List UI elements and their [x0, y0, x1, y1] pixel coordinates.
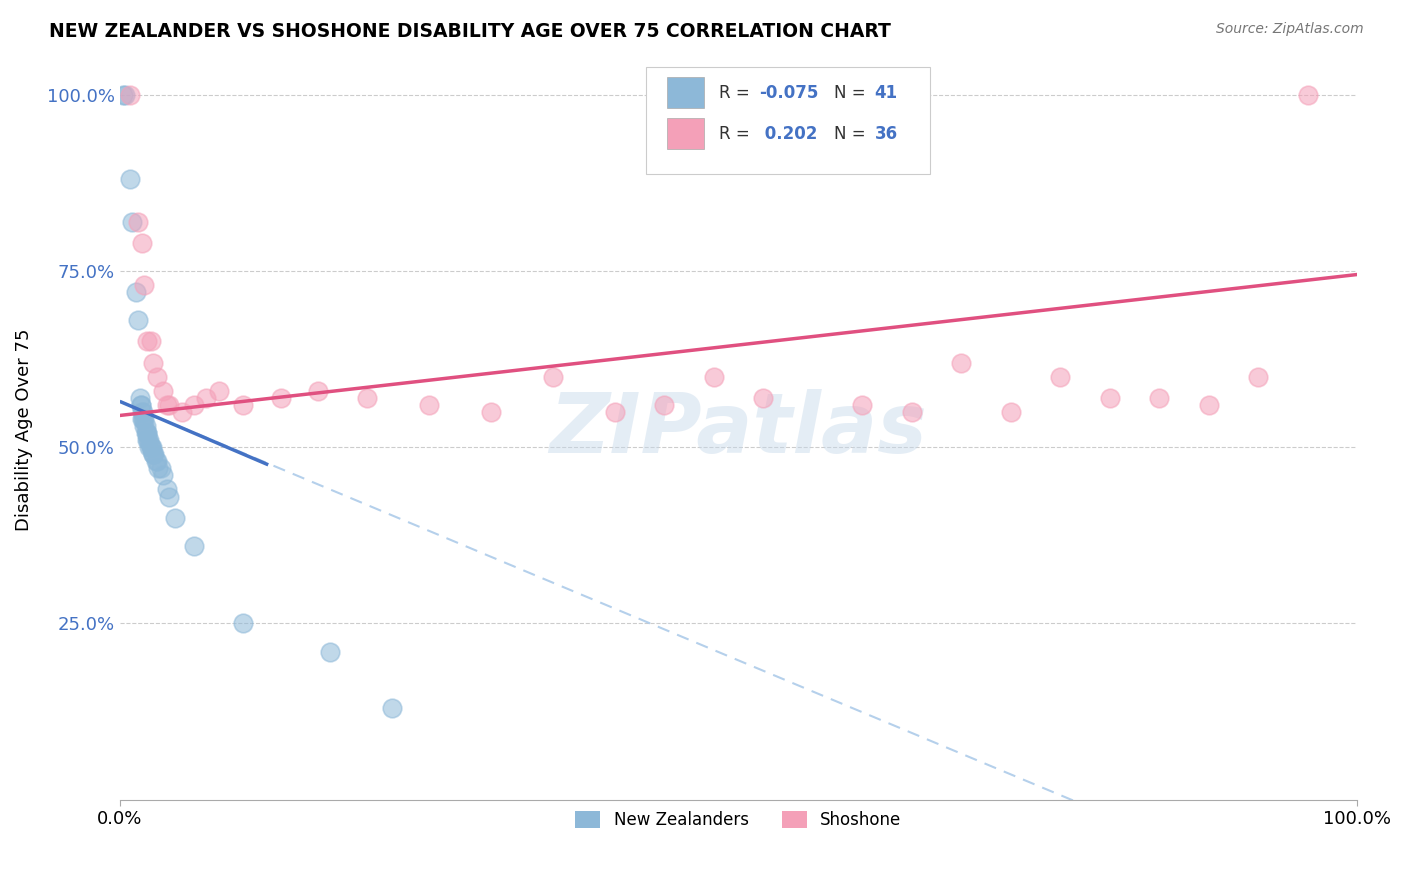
Text: 36: 36: [875, 125, 897, 143]
Point: [139, 334, 162, 349]
Text: N =: N =: [834, 84, 870, 102]
Point: [145, 454, 167, 468]
Point: [170, 405, 193, 419]
Point: [131, 235, 153, 250]
Point: [356, 391, 378, 405]
Point: [136, 426, 159, 441]
Point: [129, 398, 152, 412]
Point: [139, 440, 162, 454]
Point: [142, 447, 165, 461]
Point: [139, 440, 162, 454]
Point: [603, 405, 626, 419]
Text: R =: R =: [718, 84, 755, 102]
Point: [270, 391, 292, 405]
Point: [141, 440, 163, 454]
Point: [138, 440, 160, 454]
Bar: [666, 78, 704, 109]
Point: [118, 87, 141, 102]
Point: [1098, 391, 1121, 405]
Point: [1247, 369, 1270, 384]
Point: [479, 405, 502, 419]
Point: [136, 433, 159, 447]
Point: [703, 369, 725, 384]
Point: [1198, 398, 1220, 412]
Point: [195, 391, 218, 405]
Point: [1049, 369, 1071, 384]
Point: [183, 398, 205, 412]
Point: [135, 426, 157, 441]
Point: [135, 419, 157, 434]
Point: [131, 405, 153, 419]
Point: [183, 539, 205, 553]
Text: Source: ZipAtlas.com: Source: ZipAtlas.com: [1216, 22, 1364, 37]
Point: [752, 391, 775, 405]
Point: [232, 616, 254, 631]
Text: NEW ZEALANDER VS SHOSHONE DISABILITY AGE OVER 75 CORRELATION CHART: NEW ZEALANDER VS SHOSHONE DISABILITY AGE…: [49, 22, 891, 41]
Text: 0.202: 0.202: [759, 125, 818, 143]
Point: [1296, 87, 1319, 102]
Point: [900, 405, 922, 419]
Point: [134, 412, 156, 426]
Point: [114, 87, 136, 102]
Point: [136, 426, 159, 441]
Y-axis label: Disability Age Over 75: Disability Age Over 75: [15, 328, 32, 531]
Point: [165, 510, 187, 524]
Point: [142, 447, 165, 461]
Point: [127, 313, 149, 327]
Point: [146, 454, 169, 468]
Point: [136, 334, 159, 349]
Text: ZIPatlas: ZIPatlas: [550, 389, 928, 470]
Point: [112, 87, 135, 102]
Point: [127, 215, 149, 229]
Point: [541, 369, 564, 384]
Point: [142, 356, 165, 370]
Point: [146, 461, 169, 475]
Point: [136, 433, 159, 447]
Text: R =: R =: [718, 125, 755, 143]
Point: [149, 461, 172, 475]
Point: [157, 490, 180, 504]
Point: [146, 369, 169, 384]
Point: [652, 398, 675, 412]
Point: [138, 433, 160, 447]
Point: [208, 384, 231, 398]
Point: [134, 278, 156, 293]
Point: [143, 447, 166, 461]
Point: [381, 701, 404, 715]
Bar: [666, 118, 704, 149]
Point: [1147, 391, 1170, 405]
Legend: New Zealanders, Shoshone: New Zealanders, Shoshone: [568, 804, 908, 836]
Point: [128, 391, 150, 405]
Point: [152, 468, 174, 483]
Point: [132, 405, 155, 419]
Point: [156, 398, 179, 412]
Point: [1000, 405, 1022, 419]
Point: [307, 384, 329, 398]
Text: -0.075: -0.075: [759, 84, 818, 102]
Point: [118, 172, 141, 186]
Point: [152, 384, 174, 398]
Point: [131, 412, 153, 426]
Point: [121, 215, 143, 229]
FancyBboxPatch shape: [645, 67, 931, 174]
Point: [132, 412, 155, 426]
Text: N =: N =: [834, 125, 870, 143]
Point: [232, 398, 254, 412]
Point: [125, 285, 148, 300]
Point: [319, 644, 342, 658]
Point: [157, 398, 180, 412]
Point: [156, 483, 179, 497]
Point: [418, 398, 440, 412]
Text: 41: 41: [875, 84, 897, 102]
Point: [129, 398, 152, 412]
Point: [851, 398, 873, 412]
Point: [134, 419, 156, 434]
Point: [950, 356, 973, 370]
